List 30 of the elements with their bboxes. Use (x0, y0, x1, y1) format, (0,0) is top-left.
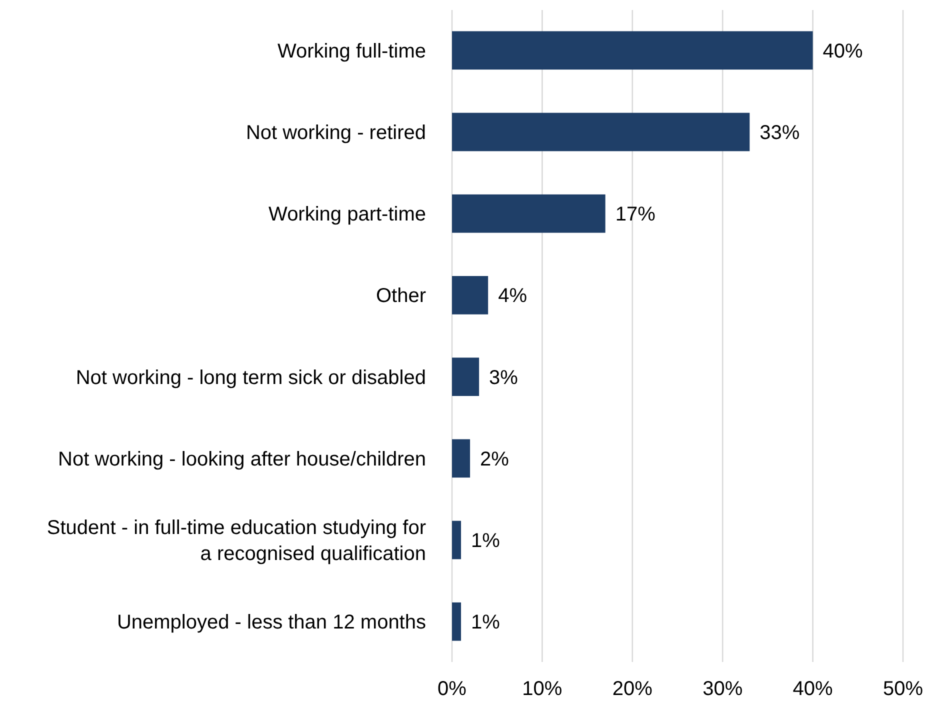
data-label: 1% (471, 612, 500, 634)
bar (452, 276, 488, 314)
x-tick-label: 50% (882, 678, 924, 700)
data-label: 1% (471, 530, 500, 552)
x-tick-label: 20% (612, 678, 653, 700)
bar (452, 602, 462, 641)
bar (452, 520, 462, 560)
data-label: 40% (822, 40, 864, 62)
bar (452, 439, 470, 478)
x-tick-label: 30% (702, 678, 743, 700)
data-label: 17% (615, 204, 656, 226)
data-label: 2% (480, 448, 510, 470)
data-label: 3% (489, 366, 518, 389)
data-label: 33% (760, 122, 800, 144)
bar (452, 358, 480, 396)
bar (452, 31, 813, 70)
y-tick-label: Unemployed - less than 12 months (116, 612, 426, 634)
x-tick-label: 10% (522, 678, 562, 700)
y-tick-label: Not working - retired (246, 122, 426, 144)
y-tick-label: Working part-time (268, 204, 426, 226)
y-tick-label: Other (376, 285, 426, 308)
bar (452, 194, 606, 233)
data-label: 4% (498, 285, 528, 308)
y-tick-label: Student - in full-time education studying for a recognised qualification (46, 517, 426, 566)
bar (452, 112, 750, 152)
y-tick-label: Not working - long term sick or disabled (76, 366, 426, 389)
y-tick-label: Working full-time (277, 40, 426, 62)
x-tick-label: 40% (792, 678, 834, 700)
x-tick-label: 0% (438, 678, 467, 700)
y-tick-label: Not working - looking after house/children (58, 448, 426, 470)
